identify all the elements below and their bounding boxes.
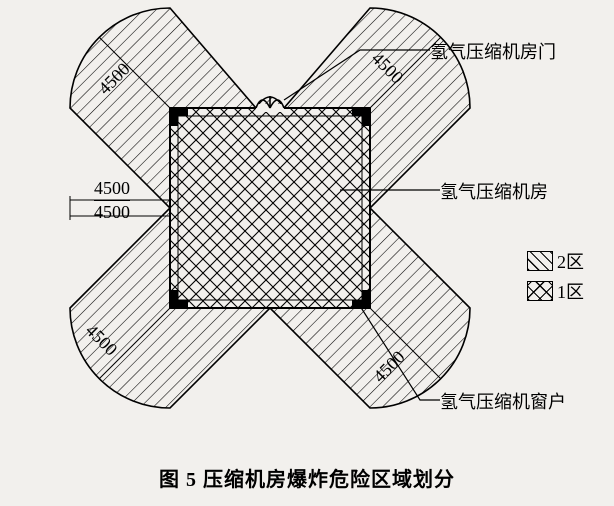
callout-window: 氢气压缩机窗户 xyxy=(440,388,566,414)
legend-row-zone1: 1区 xyxy=(527,278,584,304)
dim-left-lower: 4500 xyxy=(94,200,130,223)
legend: 2区 1区 xyxy=(527,248,584,308)
legend-swatch-zone2 xyxy=(527,251,553,271)
callout-room: 氢气压缩机房 xyxy=(440,178,548,204)
figure-container: 4500 4500 4500 4500 4500 4500 氢气压缩机房门 氢气… xyxy=(0,0,614,506)
dim-left-upper: 4500 xyxy=(94,178,130,199)
zone1-region xyxy=(170,108,370,308)
legend-row-zone2: 2区 xyxy=(527,248,584,274)
legend-swatch-zone1 xyxy=(527,281,553,301)
legend-label-zone2: 2区 xyxy=(557,248,584,274)
figure-caption: 图 5 压缩机房爆炸危险区域划分 xyxy=(0,463,614,492)
legend-label-zone1: 1区 xyxy=(557,278,584,304)
callout-door: 氢气压缩机房门 xyxy=(430,38,556,64)
